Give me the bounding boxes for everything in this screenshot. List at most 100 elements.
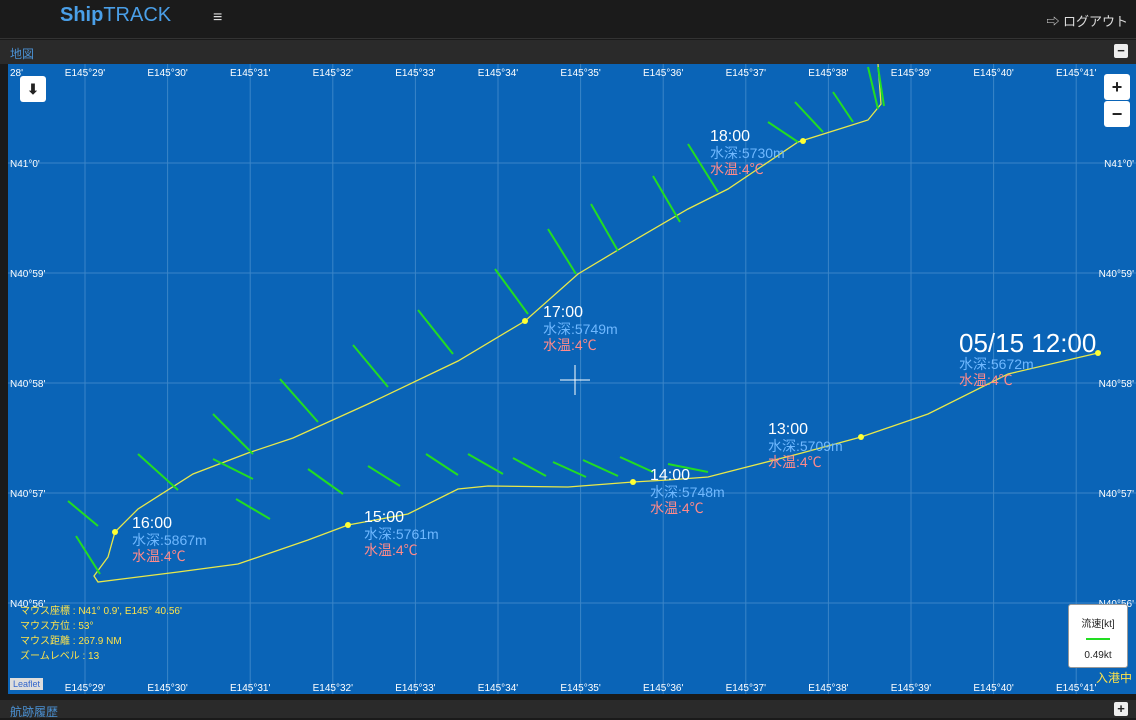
lon-label-bottom: E145°32' — [313, 683, 353, 694]
top-navbar: ShipTRACK ≡ ⇨ ログアウト — [0, 0, 1136, 39]
current-arrow — [582, 459, 619, 477]
lat-label-left: N40°59' — [10, 269, 45, 280]
lon-label-bottom: E145°40' — [973, 683, 1013, 694]
current-speed-legend: 流速[kt] 0.49kt — [1068, 604, 1128, 668]
port-status: 入港中 — [1095, 671, 1132, 685]
track-point — [800, 138, 806, 144]
download-icon: ⬇ — [27, 81, 39, 97]
current-arrow — [425, 453, 459, 476]
lon-label-top: E145°36' — [643, 68, 683, 79]
current-arrow — [794, 101, 824, 133]
lon-label-top: E145°39' — [891, 68, 931, 79]
current-arrow — [867, 66, 879, 110]
lon-label-top: E145°37' — [726, 68, 766, 79]
track-temp-label: 水温:4℃ — [768, 454, 822, 470]
zoom-level: ズームレベル : 13 — [20, 651, 100, 662]
lon-label-top: E145°38' — [808, 68, 848, 79]
legend-value: 0.49kt — [1084, 650, 1112, 661]
lat-label-left: N40°57' — [10, 489, 45, 500]
lat-label-right: N40°59' — [1099, 269, 1134, 280]
lon-label-bottom: E145°33' — [395, 683, 435, 694]
current-arrow — [767, 121, 799, 143]
current-arrow — [467, 453, 504, 475]
lon-label-top: E145°35' — [560, 68, 600, 79]
zoom-in-button[interactable]: + — [1104, 74, 1130, 100]
track-temp-label: 水温:4℃ — [959, 372, 1013, 388]
current-arrow — [307, 468, 344, 495]
lon-label-bottom: E145°39' — [891, 683, 931, 694]
brand-bold: Ship — [60, 4, 104, 26]
lon-label-bottom: E145°29' — [65, 683, 105, 694]
current-arrow — [619, 456, 654, 473]
mouse-distance: マウス距離 : 267.9 NM — [20, 636, 122, 647]
map-panel-header: 地図 − — [0, 40, 1136, 64]
expand-history-button[interactable]: + — [1114, 702, 1128, 716]
current-arrow — [652, 175, 681, 223]
track-time-label: 17:00 — [543, 304, 583, 321]
track-point — [630, 479, 636, 485]
mouse-bearing: マウス方位 : 53° — [20, 621, 94, 632]
history-panel-header: 航跡履歴 + — [0, 700, 1136, 719]
current-arrow — [667, 463, 709, 473]
track-point — [112, 529, 118, 535]
current-arrow — [75, 535, 101, 575]
current-arrow — [279, 378, 319, 423]
map-panel-title: 地図 — [10, 47, 35, 61]
lon-label-top: E145°34' — [478, 68, 518, 79]
map-canvas[interactable]: E145°29' E145°29' E145°30' E145°30' E145°31'… — [8, 64, 1136, 694]
lon-label-bottom: E145°38' — [808, 683, 848, 694]
lon-label-bottom: E145°30' — [147, 683, 187, 694]
track-time-label: 05/15 12:00 — [959, 328, 1096, 358]
logout-icon: ⇨ — [1046, 14, 1063, 29]
lat-label-left: N40°56' — [10, 599, 45, 610]
lon-label-bottom: E145°41' — [1056, 683, 1096, 694]
track-depth-label: 水深:5761m — [364, 526, 439, 542]
track-temp-label: 水温:4℃ — [543, 337, 597, 353]
track-temp-label: 水温:4℃ — [710, 161, 764, 177]
lon-label-partial: 28' — [10, 68, 23, 79]
logout-button[interactable]: ⇨ ログアウト — [1046, 11, 1128, 30]
zoom-out-button[interactable]: − — [1104, 101, 1130, 127]
leaflet-attribution[interactable]: Leaflet — [10, 678, 44, 690]
current-arrow — [235, 498, 271, 520]
lon-label-bottom: E145°34' — [478, 683, 518, 694]
track-depth-label: 水深:5709m — [768, 438, 843, 454]
lon-label-top: E145°30' — [147, 68, 187, 79]
track-depth-label: 水深:5749m — [543, 321, 618, 337]
lon-label-bottom: E145°31' — [230, 683, 270, 694]
track-point — [345, 522, 351, 528]
lon-label-top: E145°41' — [1056, 68, 1096, 79]
current-arrow — [137, 453, 179, 491]
current-arrow — [687, 143, 719, 193]
lon-label-bottom: E145°36' — [643, 683, 683, 694]
current-arrow — [67, 500, 99, 527]
track-depth-label: 水深:5748m — [650, 484, 725, 500]
track-depth-label: 水深:5730m — [710, 145, 785, 161]
mouse-coordinate: マウス座標 : N41° 0.9', E145° 40.56' — [20, 606, 182, 617]
current-arrow — [590, 203, 619, 252]
lon-label-top: E145°31' — [230, 68, 270, 79]
lon-label-bottom: E145°35' — [560, 683, 600, 694]
current-arrow — [367, 465, 401, 487]
lon-label-bottom: E145°37' — [726, 683, 766, 694]
download-button[interactable]: ⬇ — [20, 76, 46, 102]
lon-label-top: E145°33' — [395, 68, 435, 79]
menu-icon[interactable]: ≡ — [213, 9, 223, 26]
track-point — [858, 434, 864, 440]
map-view[interactable]: E145°29' E145°29' E145°30' E145°30' E145°31'… — [8, 64, 1136, 694]
track-depth-label: 水深:5867m — [132, 532, 207, 548]
lon-label-top: E145°29' — [65, 68, 105, 79]
brand-rest: TRACK — [103, 4, 172, 26]
lon-label-top: E145°32' — [313, 68, 353, 79]
track-temp-label: 水温:4℃ — [650, 500, 704, 516]
track-temp-label: 水温:4℃ — [364, 542, 418, 558]
current-arrow — [212, 458, 254, 480]
lat-label-left: N40°58' — [10, 379, 45, 390]
collapse-map-button[interactable]: − — [1114, 44, 1128, 58]
app-brand[interactable]: ShipTRACK — [60, 4, 171, 27]
logout-label: ログアウト — [1062, 14, 1128, 29]
track-point — [522, 318, 528, 324]
track-time-label: 18:00 — [710, 128, 750, 145]
current-arrow — [212, 413, 254, 455]
lat-label-left: N41°0' — [10, 159, 40, 170]
